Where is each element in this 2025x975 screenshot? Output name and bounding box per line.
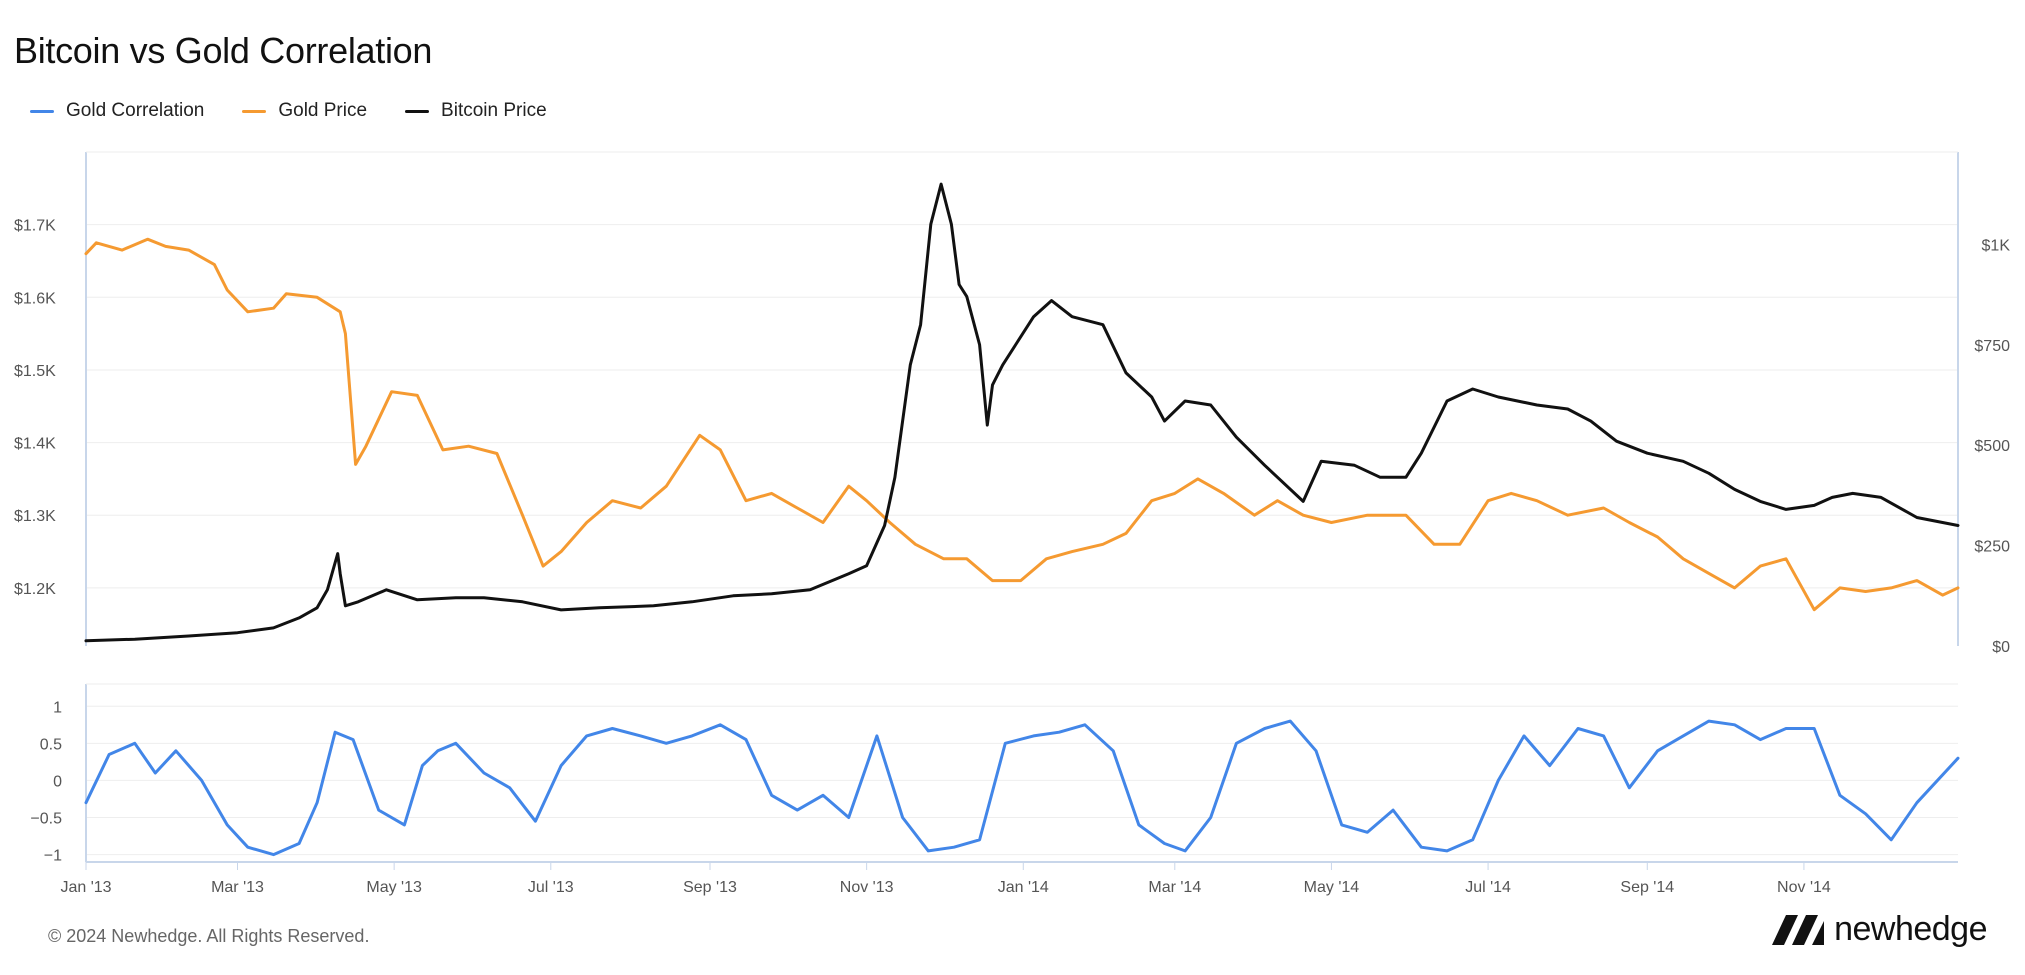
tick-label-layer: $1.2K $1.3K $1.4K $1.5K $1.6K $1.7K $0 $250 $500…	[14, 218, 2010, 896]
chart-title: Bitcoin vs Gold Correlation	[14, 30, 433, 71]
newhedge-logo-icon	[1772, 914, 1825, 945]
legend-label-bitcoin-price: Bitcoin Price	[441, 100, 547, 121]
correlation-axis-tick-label: 0	[53, 773, 62, 790]
legend-swatch-bitcoin-price	[405, 109, 430, 113]
gold-axis-tick-label: $1.5K	[14, 363, 56, 380]
gold-axis-tick-label: $1.4K	[14, 436, 56, 453]
x-axis-tick-label: Jan '14	[998, 879, 1049, 896]
x-axis-tick-label: Mar '14	[1148, 879, 1201, 896]
legend-label-gold-price: Gold Price	[278, 100, 368, 121]
x-axis-tick-label: May '14	[1304, 879, 1360, 896]
bitcoin-axis-tick-label: $500	[1974, 438, 2010, 455]
x-axis-tick-label: Mar '13	[211, 879, 264, 896]
legend-item-gold-correlation[interactable]: Gold Correlation	[30, 100, 204, 122]
gold-axis-tick-label: $1.2K	[14, 581, 56, 598]
bitcoin-axis-tick-label: $0	[1992, 639, 2010, 656]
gold-axis-tick-label: $1.6K	[14, 290, 56, 307]
bitcoin-axis-tick-label: $1K	[1982, 237, 2011, 254]
legend-item-bitcoin-price[interactable]: Bitcoin Price	[405, 100, 547, 122]
copyright-text: © 2024 Newhedge. All Rights Reserved.	[48, 926, 370, 946]
x-axis-tick-label: Jul '14	[1465, 879, 1511, 896]
x-axis-tick-label: Nov '13	[840, 879, 894, 896]
legend-swatch-gold-correlation	[30, 109, 54, 113]
x-axis-tick-label: May '13	[366, 879, 422, 896]
brand-name: newhedge	[1834, 910, 1987, 948]
correlation-axis-tick-label: −0.5	[30, 811, 62, 828]
legend-label-gold-correlation: Gold Correlation	[66, 100, 205, 121]
brand[interactable]: newhedge	[1772, 910, 1987, 949]
gold-price-line[interactable]	[84, 237, 1960, 612]
x-axis-tick-label: Jan '13	[60, 879, 111, 896]
legend: Gold Correlation Gold Price Bitcoin Pric…	[30, 100, 547, 122]
legend-item-gold-price[interactable]: Gold Price	[242, 100, 367, 122]
bitcoin-axis-tick-label: $750	[1974, 338, 2010, 355]
gold-axis-tick-label: $1.7K	[14, 218, 56, 235]
bitcoin-axis-tick-label: $250	[1974, 539, 2010, 556]
x-axis-tick-label: Sep '13	[683, 879, 737, 896]
correlation-axis-tick-label: 1	[53, 699, 62, 716]
gold-axis-tick-label: $1.3K	[14, 508, 56, 525]
gold-correlation-line[interactable]	[84, 719, 1960, 857]
grid-layer	[86, 224, 1958, 856]
axis-layer	[85, 151, 1959, 870]
series-layer	[84, 182, 1960, 857]
x-axis-tick-label: Nov '14	[1777, 879, 1831, 896]
bitcoin-price-line[interactable]	[84, 182, 1960, 643]
correlation-axis-tick-label: 0.5	[40, 736, 62, 753]
legend-swatch-gold-price	[242, 109, 267, 113]
x-axis-tick-label: Sep '14	[1620, 879, 1674, 896]
x-axis-tick-label: Jul '13	[528, 879, 574, 896]
correlation-axis-tick-label: −1	[44, 848, 62, 865]
